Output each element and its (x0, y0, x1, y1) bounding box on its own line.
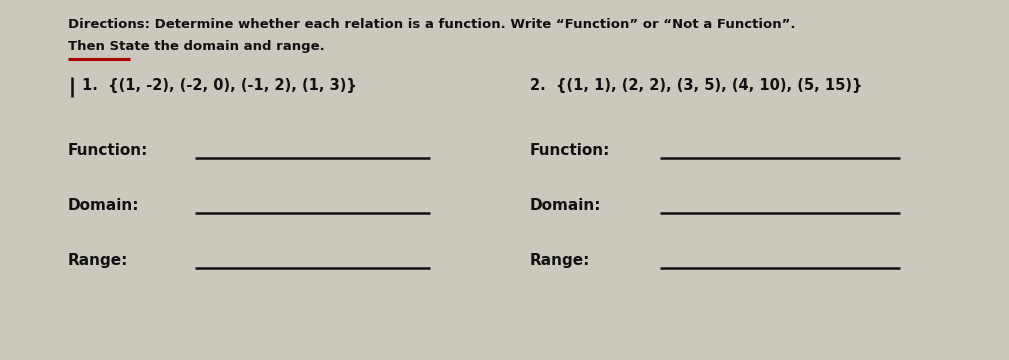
Text: Domain:: Domain: (68, 198, 139, 213)
Text: Range:: Range: (68, 253, 128, 268)
Text: Domain:: Domain: (530, 198, 601, 213)
Text: Function:: Function: (530, 143, 610, 158)
Text: 2.  {(1, 1), (2, 2), (3, 5), (4, 10), (5, 15)}: 2. {(1, 1), (2, 2), (3, 5), (4, 10), (5,… (530, 78, 863, 93)
Text: Then State the domain and range.: Then State the domain and range. (68, 40, 325, 53)
Text: 1.  {(1, -2), (-2, 0), (-1, 2), (1, 3)}: 1. {(1, -2), (-2, 0), (-1, 2), (1, 3)} (82, 78, 357, 93)
Text: Range:: Range: (530, 253, 590, 268)
Text: Directions: Determine whether each relation is a function. Write “Function” or “: Directions: Determine whether each relat… (68, 18, 795, 31)
Text: Function:: Function: (68, 143, 148, 158)
